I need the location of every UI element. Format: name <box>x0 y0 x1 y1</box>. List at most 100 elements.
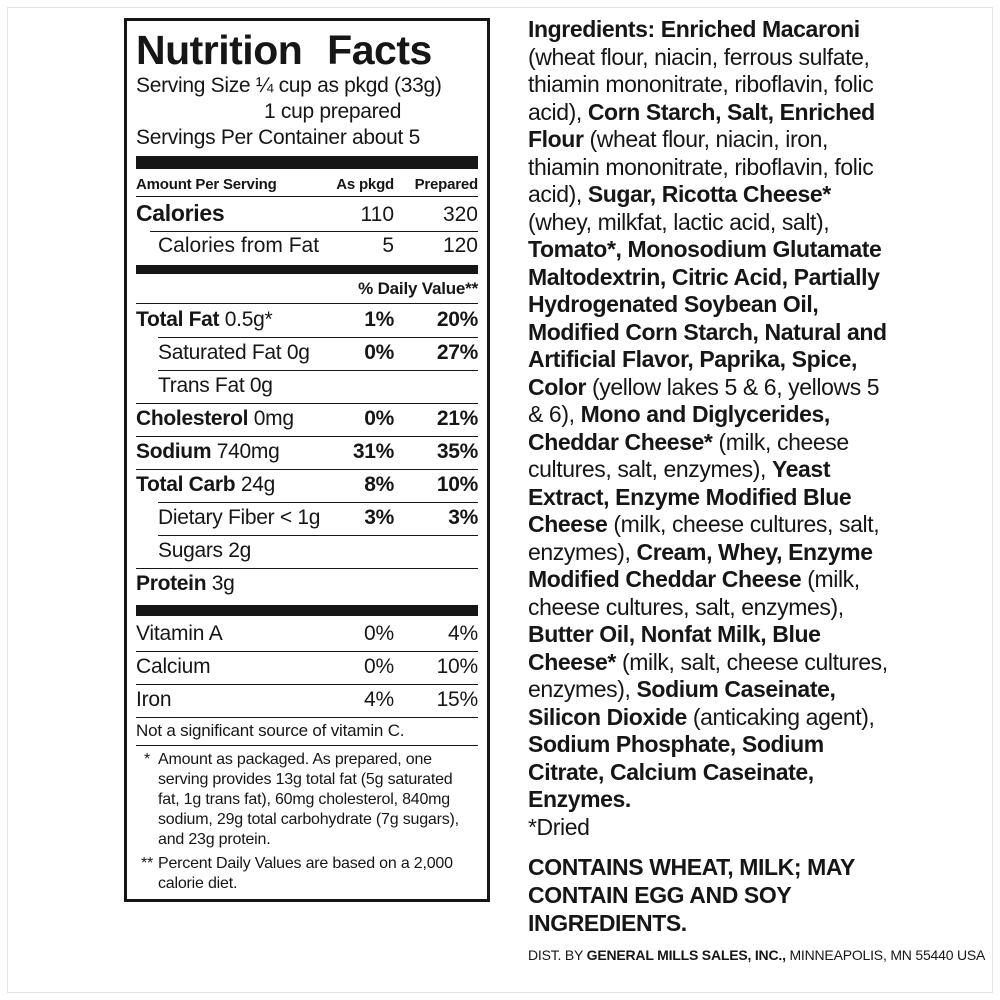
as-pkgd-column-header: As pkgd <box>336 176 394 193</box>
dried-footnote: *Dried <box>528 813 590 840</box>
pkgd-value: 0% <box>364 655 394 678</box>
text-segment: Sodium Phosphate, Sodium Citrate, Calciu… <box>528 731 824 812</box>
nutrient-row: Trans Fat 0g <box>136 370 478 403</box>
calories-section: Calories 110 320 Calories from Fat 5 120 <box>136 197 478 262</box>
thick-divider-bar <box>136 156 478 169</box>
nutrient-name: Calories <box>136 200 225 226</box>
nutrients-section: Total Fat 0.5g* 1% 20% Saturated Fat 0g 0% 27… <box>136 304 478 601</box>
nutrient-name: Dietary Fiber < 1g <box>158 506 321 529</box>
pkgd-value: 0% <box>364 622 394 645</box>
footnote-text: Percent Daily Values are based on a 2,00… <box>158 855 453 892</box>
pkgd-value: 31% <box>352 440 394 463</box>
vitamin-row: Calcium 0% 10% <box>136 651 478 684</box>
ingredients-panel: Ingredients: Enriched Macaroni (wheat fl… <box>528 16 985 963</box>
text-segment: GENERAL MILLS SALES, INC., <box>586 947 786 963</box>
text-segment: (anticaking agent), <box>692 703 875 730</box>
nutrient-name: Saturated Fat 0g <box>158 341 310 364</box>
prepared-value: 4% <box>448 622 478 645</box>
nutrient-row: Sodium 740mg 31% 35% <box>136 436 478 469</box>
text-segment: Ingredients: Enriched Macaroni <box>528 16 860 42</box>
nutrient-name: Calcium <box>136 655 211 678</box>
text-segment: DIST. BY <box>528 947 587 963</box>
calories-row: Calories from Fat 5 120 <box>136 231 478 262</box>
nutrient-name: Sugars 2g <box>158 539 252 562</box>
daily-value-header: % Daily Value** <box>136 276 478 304</box>
nutrient-name: Calories from Fat <box>158 234 320 257</box>
nutrient-name: Trans Fat 0g <box>158 374 273 397</box>
distributor-line: DIST. BY GENERAL MILLS SALES, INC., MINN… <box>528 947 985 963</box>
nutrient-name: Cholesterol 0mg <box>136 407 294 430</box>
prepared-value: 320 <box>442 203 478 226</box>
text-segment: Cream, Whey, Enzyme Modified Cheddar Che… <box>528 538 873 593</box>
text-segment: Yeast Extract, Enzyme Modified Blue Chee… <box>528 456 852 537</box>
text-segment: Butter Oil, Nonfat Milk, Blue Cheese* <box>528 621 821 675</box>
text-segment: (wheat flour, niacin, iron, thiamin mono… <box>528 126 874 207</box>
text-segment: (yellow lakes 5 & 6, yellows 5 & 6), <box>528 373 880 428</box>
nutrient-row: Dietary Fiber < 1g 3% 3% <box>136 502 478 535</box>
nutrient-row: Protein 3g <box>136 568 478 601</box>
ingredients-list: Ingredients: Enriched Macaroni (wheat fl… <box>528 16 890 814</box>
nutrient-row: Sugars 2g <box>136 535 478 568</box>
nutrient-name: Protein 3g <box>136 572 235 595</box>
footnote-mark: ** <box>140 855 154 872</box>
text-segment: (whey, milkfat, lactic acid, salt), <box>528 208 830 235</box>
serving-info: Serving Size ¼ cup as pkgd (33g) 1 cup p… <box>136 73 478 151</box>
pkgd-value: 5 <box>382 234 394 257</box>
nutrient-row: Saturated Fat 0g 0% 27% <box>136 337 478 370</box>
text-segment: (milk, salt, cheese cultures, enzymes), <box>528 648 888 703</box>
prepared-value: 21% <box>436 407 478 430</box>
pkgd-value: 0% <box>364 407 394 430</box>
prepared-column-header: Prepared <box>414 176 479 193</box>
nutrient-name: Sodium 740mg <box>136 440 280 463</box>
prepared-value: 27% <box>436 341 478 364</box>
prepared-value: 10% <box>436 473 478 496</box>
nutrient-row: Cholesterol 0mg 0% 21% <box>136 403 478 436</box>
footnote-mark: * <box>143 751 151 768</box>
footnotes: * Amount as packaged. As prepared, one s… <box>136 750 478 894</box>
thick-divider-bar <box>136 265 478 274</box>
servings-per-container: Servings Per Container about 5 <box>136 126 421 149</box>
footnote-daily-values: ** Percent Daily Values are based on a 2… <box>136 854 478 894</box>
nutrient-name: Total Carb 24g <box>136 473 275 496</box>
nutrient-name: Total Fat 0.5g* <box>136 308 273 331</box>
vitamin-row: Iron 4% 15% <box>136 684 478 717</box>
text-segment: (milk, cheese cultures, salt, enzymes), <box>528 566 860 620</box>
footnote-text: Amount as packaged. As prepared, one ser… <box>158 751 459 848</box>
prepared-value: 3% <box>448 506 478 529</box>
nutrient-name: Vitamin A <box>136 622 223 645</box>
text-segment: Corn Starch, Salt, Enriched Flour <box>528 98 875 153</box>
serving-size-line1: Serving Size ¼ cup as pkgd (33g) <box>136 74 442 97</box>
text-segment: Sugar, Ricotta Cheese* <box>587 181 831 207</box>
thick-divider-bar <box>136 605 478 616</box>
nutrition-facts-panel: Nutrition Facts Serving Size ¼ cup as pk… <box>124 18 490 902</box>
text-segment: Tomato*, Monosodium Glutamate Maltodextr… <box>528 236 887 400</box>
nutrient-name: Iron <box>136 688 172 711</box>
vitamins-section: Vitamin A 0% 4% Calcium 0% 10% Iron 4% 15% <box>136 618 478 717</box>
nutrition-facts-title: Nutrition Facts <box>136 27 432 73</box>
allergen-statement: CONTAINS WHEAT, MILK; MAY CONTAIN EGG AN… <box>528 854 855 936</box>
footnote-as-packaged: * Amount as packaged. As prepared, one s… <box>136 750 478 850</box>
column-header-row: Amount Per Serving As pkgd Prepared <box>136 172 478 197</box>
prepared-value: 10% <box>436 655 479 678</box>
text-segment: Sodium Caseinate, Silicon Dioxide <box>528 676 836 730</box>
nutrient-row: Total Fat 0.5g* 1% 20% <box>136 304 478 337</box>
calories-row: Calories 110 320 <box>136 197 478 231</box>
amount-per-serving-header: Amount Per Serving <box>136 176 277 193</box>
serving-size-line2: 1 cup prepared <box>264 100 402 123</box>
pkgd-value: 4% <box>364 688 394 711</box>
text-segment: Mono and Diglycerides, Cheddar Cheese* <box>528 401 830 455</box>
prepared-value: 20% <box>436 308 478 331</box>
vitamin-c-note: Not a significant source of vitamin C. <box>136 717 478 746</box>
pkgd-value: 110 <box>360 203 394 226</box>
prepared-value: 15% <box>436 688 479 711</box>
pkgd-value: 8% <box>364 473 394 496</box>
text-segment: MINNEAPOLIS, MN 55440 USA <box>785 947 986 963</box>
prepared-value: 35% <box>436 440 478 463</box>
pkgd-value: 0% <box>364 341 394 364</box>
text-segment: (milk, cheese cultures, salt, enzymes), <box>528 428 849 483</box>
vitamin-row: Vitamin A 0% 4% <box>136 618 478 651</box>
text-segment: (milk, cheese cultures, salt, enzymes), <box>528 511 880 565</box>
pkgd-value: 3% <box>364 506 394 529</box>
pkgd-value: 1% <box>364 308 394 331</box>
